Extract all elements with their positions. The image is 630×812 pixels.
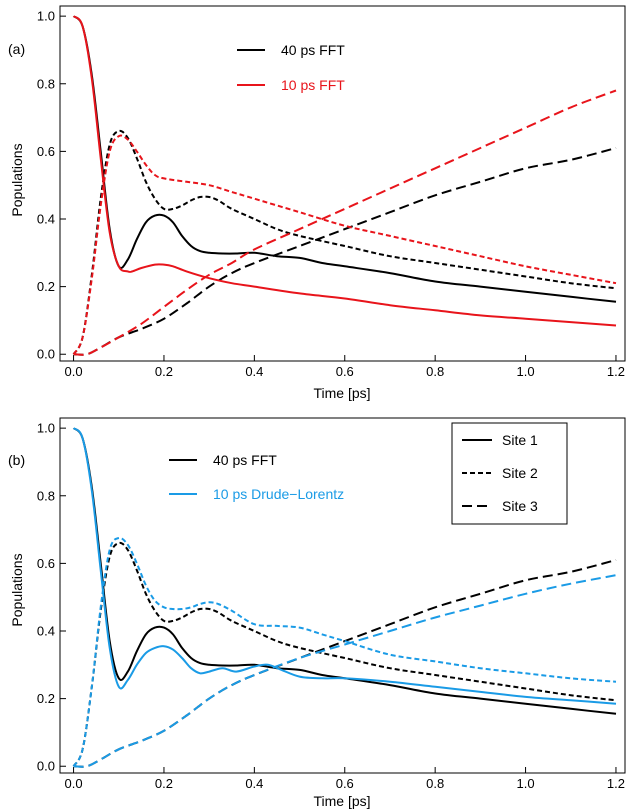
y-tick-label: 0.4: [37, 624, 55, 639]
y-tick-label: 1.0: [37, 9, 55, 24]
panel-letter: (b): [8, 452, 25, 468]
plot-frame: [59, 417, 626, 774]
y-tick-label: 0.6: [37, 144, 55, 159]
x-tick-label: 0.2: [155, 364, 173, 379]
y-tick-label: 0.0: [37, 759, 55, 774]
legend-label: 40 ps FFT: [281, 42, 345, 58]
series-line-red-site-2: [72, 134, 617, 355]
y-tick-label: 0.8: [37, 488, 55, 503]
series-line-blue-site-1: [72, 427, 617, 705]
site-legend-label: Site 3: [502, 498, 538, 514]
x-tick-label: 0.6: [336, 364, 354, 379]
y-tick-label: 1.0: [37, 421, 55, 436]
x-tick-label: 0.2: [155, 776, 173, 791]
legend-label: 10 ps FFT: [281, 77, 345, 93]
x-tick-label: 1.2: [607, 776, 625, 791]
y-axis-label: Populations: [9, 553, 25, 626]
panel-a: (a) Populations Time [ps] 0.0 0.2 0.4 0.6 0.…: [8, 5, 626, 401]
x-tick-label: 1.2: [607, 364, 625, 379]
x-tick-label: 0.6: [336, 776, 354, 791]
y-tick-label: 0.2: [37, 279, 55, 294]
series-line-red-site-3: [73, 89, 617, 356]
panel-letter: (a): [8, 41, 25, 57]
site-legend-label: Site 1: [502, 432, 538, 448]
plot-frame: [59, 5, 626, 362]
y-tick-label: 0.2: [37, 691, 55, 706]
x-tick-label: 1.0: [517, 364, 535, 379]
x-tick-label: 0.8: [426, 364, 444, 379]
x-axis-label: Time [ps]: [313, 385, 370, 401]
x-tick-label: 0.0: [65, 776, 83, 791]
series-line-black-site-1: [72, 427, 617, 715]
legend: 40 ps FFT 10 ps FFT: [237, 42, 345, 93]
y-tick-label: 0.6: [37, 556, 55, 571]
y-tick-label: 0.0: [37, 347, 55, 362]
x-tick-label: 0.4: [245, 776, 263, 791]
y-tick-label: 0.8: [37, 76, 55, 91]
site-legend-label: Site 2: [502, 465, 538, 481]
x-tick-label: 0.0: [65, 364, 83, 379]
x-axis-label: Time [ps]: [313, 793, 370, 809]
legend-label: 10 ps Drude−Lorentz: [213, 486, 344, 502]
series-line-black-site-3: [73, 147, 617, 356]
x-tick-label: 0.8: [426, 776, 444, 791]
y-axis-label: Populations: [9, 143, 25, 216]
panel-b: (b) Populations Time [ps] 0.0 0.2 0.4 0.6 0.…: [8, 417, 626, 809]
series-line-black-site-2: [72, 129, 617, 355]
series-line-black-site-1: [72, 15, 617, 303]
site-legend: Site 1 Site 2 Site 3: [451, 422, 568, 525]
x-tick-label: 0.4: [245, 364, 263, 379]
series-line-blue-site-2: [72, 536, 617, 767]
series-line-blue-site-3: [73, 574, 617, 768]
series-line-black-site-2: [72, 541, 617, 767]
legend-label: 40 ps FFT: [213, 452, 277, 468]
x-tick-label: 1.0: [517, 776, 535, 791]
series-line-red-site-1: [72, 15, 617, 327]
y-tick-label: 0.4: [37, 212, 55, 227]
legend: 40 ps FFT 10 ps Drude−Lorentz: [169, 452, 344, 502]
